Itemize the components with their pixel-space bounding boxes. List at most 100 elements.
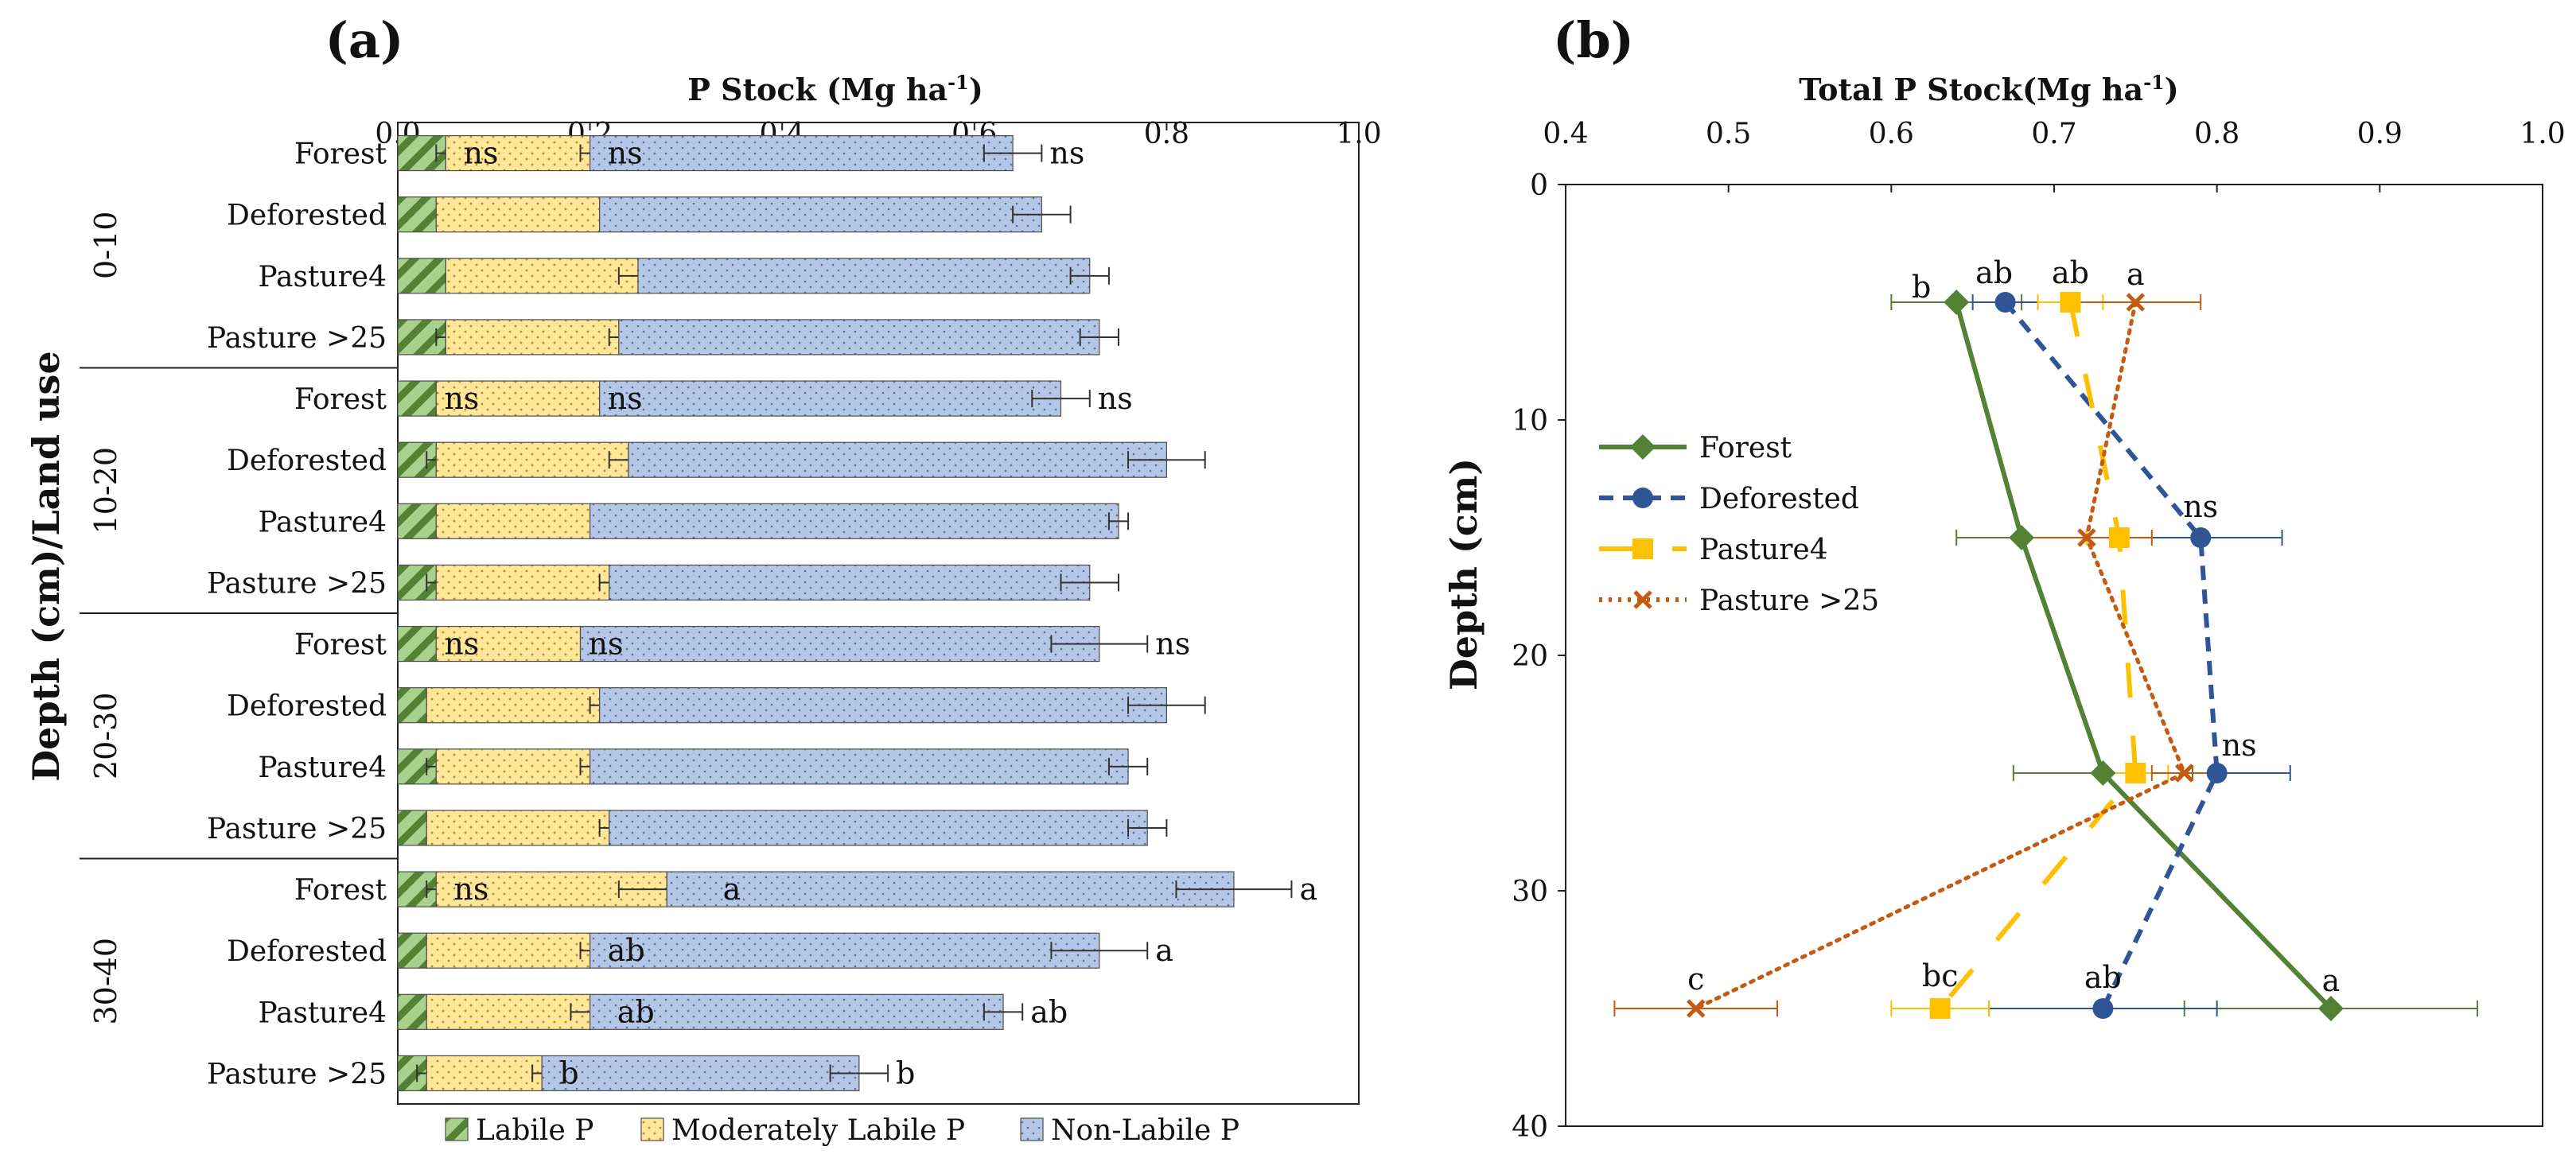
bar-segment-non-labile-p bbox=[589, 932, 1100, 969]
data-point-pasture4 bbox=[1929, 998, 1951, 1019]
significance-label: ns bbox=[1098, 381, 1133, 416]
legend-marker bbox=[1633, 590, 1652, 609]
bar-segment-non-labile-p bbox=[599, 687, 1167, 724]
bar-segment-labile-p bbox=[397, 687, 427, 724]
data-point-forest bbox=[2009, 525, 2035, 550]
data-point-pasture4 bbox=[2108, 527, 2130, 548]
panel-a-y-axis-title: Depth (cm)/Land use bbox=[25, 351, 68, 781]
depth-group-label: 0-10 bbox=[88, 212, 123, 279]
panel-b-legend: Forest Deforested Pasture4 Pasture >25 bbox=[1599, 432, 1879, 617]
category-label: Forest bbox=[294, 138, 387, 171]
depth-group-label: 20-30 bbox=[88, 692, 123, 779]
panel-a-plot-area: ns ns ns ns ns ns ns ns ns ns a a ab a ab ab b b bbox=[397, 122, 1360, 1105]
bar-segment-non-labile-p bbox=[589, 134, 1014, 172]
panel-b-plot-area: 0.4 0.5 0.6 0.7 0.8 0.9 1.0010203040baabnsnsab… bbox=[1512, 118, 2565, 1144]
legend-label: Forest bbox=[1699, 432, 1792, 464]
significance-label: ab bbox=[2084, 960, 2122, 995]
bar-segment-labile-p bbox=[397, 380, 437, 417]
category-label: Pasture4 bbox=[258, 752, 387, 784]
bar-segment-moderately-labile-p bbox=[435, 748, 591, 785]
data-point-forest bbox=[2317, 996, 2344, 1021]
category-label: Deforested bbox=[227, 690, 387, 723]
significance-label: ab bbox=[2052, 255, 2089, 290]
legend-swatch bbox=[445, 1117, 469, 1141]
bar-segment-moderately-labile-p bbox=[426, 993, 591, 1030]
category-label: Forest bbox=[294, 874, 387, 907]
data-point-pasture-25 bbox=[2126, 293, 2146, 312]
bar-segment-moderately-labile-p bbox=[435, 564, 610, 601]
significance-label: ab bbox=[1030, 994, 1068, 1029]
x-tick-label: 0.9 bbox=[2357, 118, 2403, 150]
category-label: Pasture >25 bbox=[207, 322, 387, 355]
category-label: Pasture4 bbox=[258, 261, 387, 293]
x-tick-label: 0.6 bbox=[1869, 118, 1914, 150]
bar-segment-moderately-labile-p bbox=[435, 625, 582, 663]
significance-label: bc bbox=[1922, 958, 1959, 993]
bar-segment-non-labile-p bbox=[666, 871, 1235, 907]
y-tick-label: 30 bbox=[1512, 876, 1548, 908]
legend-marker bbox=[1632, 488, 1653, 508]
bar-segment-non-labile-p bbox=[541, 1055, 860, 1092]
legend-label: Pasture4 bbox=[1699, 534, 1828, 566]
bar-segment-moderately-labile-p bbox=[435, 503, 591, 539]
y-tick-label: 20 bbox=[1512, 640, 1548, 673]
bar-segment-moderately-labile-p bbox=[426, 1055, 543, 1092]
panel-b-frame bbox=[1565, 184, 2543, 1127]
significance-label: ns bbox=[463, 136, 498, 171]
data-point-deforested bbox=[1994, 292, 2016, 313]
significance-label: ns bbox=[608, 381, 643, 416]
data-point-forest bbox=[2090, 760, 2116, 786]
data-point-deforested bbox=[2092, 998, 2114, 1019]
bar-segment-moderately-labile-p bbox=[445, 134, 591, 172]
data-point-deforested bbox=[2190, 527, 2212, 548]
significance-label: a bbox=[1155, 933, 1173, 968]
x-tick-label: 0.4 bbox=[1543, 118, 1588, 150]
category-label: Pasture >25 bbox=[207, 813, 387, 845]
panel-a-category-labels: Forest Deforested Pasture4 Pasture >25 Fores… bbox=[207, 138, 387, 1091]
series-line-forest bbox=[1954, 301, 2333, 1011]
panel-a-legend: Labile P Moderately Labile P Non-Labile P bbox=[445, 1114, 1239, 1147]
significance-label: ns bbox=[2183, 489, 2218, 524]
bar-segment-non-labile-p bbox=[609, 810, 1148, 846]
x-tick-label: 0.5 bbox=[1706, 118, 1751, 150]
x-tick-label: 1.0 bbox=[2520, 118, 2565, 150]
legend-label: Labile P bbox=[476, 1114, 593, 1147]
category-label: Forest bbox=[294, 629, 387, 662]
bar-segment-labile-p bbox=[397, 1055, 427, 1092]
category-label: Pasture >25 bbox=[207, 1058, 387, 1090]
bar-segment-labile-p bbox=[397, 810, 427, 846]
bar-segment-labile-p bbox=[397, 993, 427, 1030]
panel-a-label: (a) bbox=[325, 11, 404, 69]
depth-group-label: 30-40 bbox=[88, 938, 123, 1025]
legend-label: Non-Labile P bbox=[1051, 1114, 1239, 1147]
category-label: Pasture4 bbox=[258, 506, 387, 538]
y-tick-label: 40 bbox=[1512, 1111, 1548, 1144]
bar-segment-non-labile-p bbox=[628, 441, 1167, 478]
bar-segment-non-labile-p bbox=[579, 625, 1100, 663]
panel-b-y-axis-title: Depth (cm) bbox=[1442, 458, 1485, 690]
bar-segment-labile-p bbox=[397, 625, 437, 663]
data-point-deforested bbox=[2206, 763, 2228, 783]
bar-segment-moderately-labile-p bbox=[435, 380, 601, 417]
bar-segment-non-labile-p bbox=[609, 564, 1091, 601]
significance-label: ns bbox=[589, 627, 624, 662]
depth-group-label: 10-20 bbox=[88, 447, 123, 534]
bar-segment-non-labile-p bbox=[589, 748, 1129, 785]
significance-label: a bbox=[1299, 872, 1317, 907]
bar-segment-labile-p bbox=[397, 932, 427, 969]
significance-label: ns bbox=[2222, 728, 2257, 763]
category-label: Deforested bbox=[227, 200, 387, 232]
significance-label: ns bbox=[608, 136, 643, 171]
data-point-pasture-25 bbox=[2077, 528, 2096, 547]
bar-segment-moderately-labile-p bbox=[435, 196, 601, 233]
bar-segment-moderately-labile-p bbox=[445, 258, 639, 294]
significance-label: ns bbox=[444, 381, 479, 416]
significance-label: ab bbox=[608, 933, 645, 968]
data-point-forest bbox=[1944, 290, 1970, 315]
significance-label: c bbox=[1687, 962, 1704, 997]
series-line-pasture-25 bbox=[1694, 300, 2187, 1011]
category-label: Forest bbox=[294, 383, 387, 416]
significance-label: ns bbox=[453, 872, 488, 907]
y-tick-label: 10 bbox=[1512, 405, 1548, 437]
